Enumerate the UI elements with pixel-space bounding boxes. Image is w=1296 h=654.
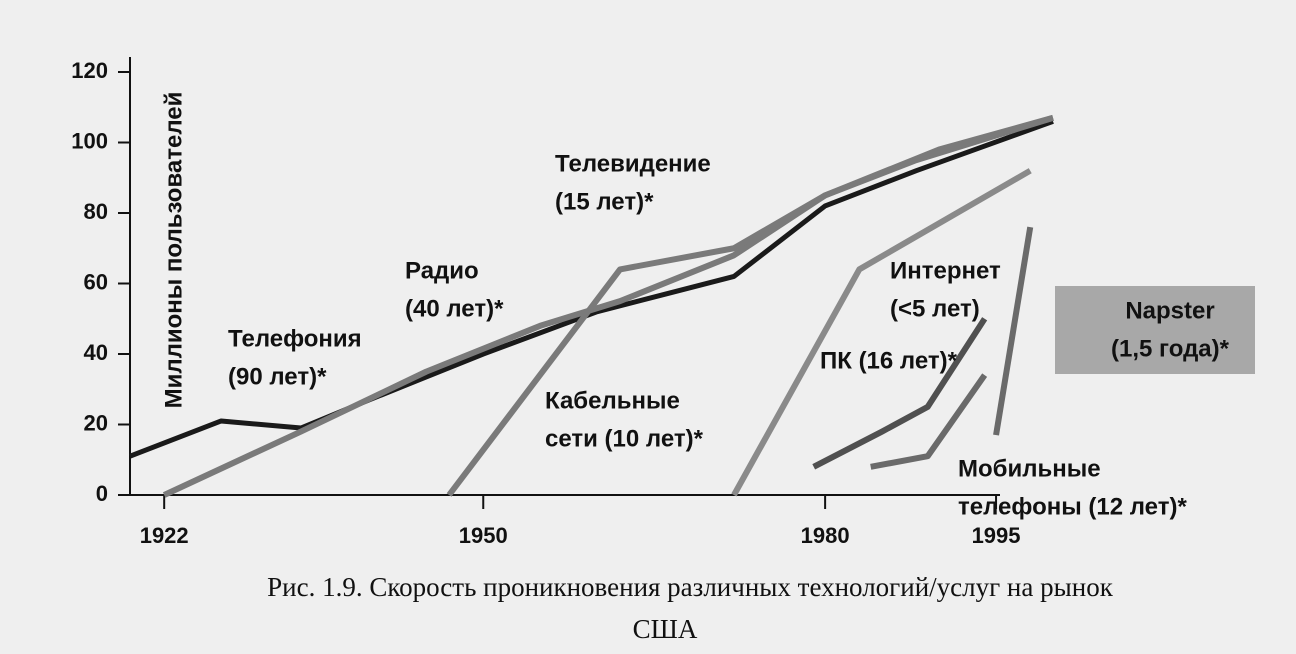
series-label: (90 лет)* [228,363,327,390]
x-tick-label: 1950 [459,523,508,548]
y-tick-label: 0 [96,481,108,506]
series-line [446,114,1054,497]
y-tick-label: 80 [84,199,108,224]
series-label: (15 лет)* [555,188,654,215]
series-label: Мобильные [958,455,1101,482]
series-label: телефоны (12 лет)* [958,493,1187,520]
series-line [731,168,1032,497]
series-label: Телефония [228,325,362,352]
y-tick-label: 120 [71,58,108,83]
caption: Рис. 1.9. Скорость проникновения различн… [267,572,1114,602]
y-tick-label: 40 [84,340,108,365]
series-label: (40 лет)* [405,295,504,322]
y-tick-label: 20 [84,410,108,435]
series-line [129,118,1054,459]
series-label: Радио [405,257,479,284]
annotation: (1,5 года)* [1111,335,1230,362]
x-tick-label: 1995 [972,523,1021,548]
caption: США [633,614,698,644]
series-line [870,373,988,470]
series-label: (<5 лет) [890,295,980,322]
napster-box [1055,286,1255,374]
x-tick-label: 1980 [801,523,850,548]
series-label: Телевидение [555,150,711,177]
series-label: Интернет [890,257,1001,284]
x-tick-label: 1922 [140,523,189,548]
y-axis-label: Миллионы пользователей [160,92,187,409]
series-label: сети (10 лет)* [545,425,704,452]
series-label: ПК (16 лет)* [820,347,958,374]
y-tick-label: 100 [71,128,108,153]
y-tick-label: 60 [84,269,108,294]
series-line [812,317,988,470]
series-label: Кабельные [545,387,680,414]
annotation: Napster [1125,297,1214,324]
series-line [993,226,1034,436]
